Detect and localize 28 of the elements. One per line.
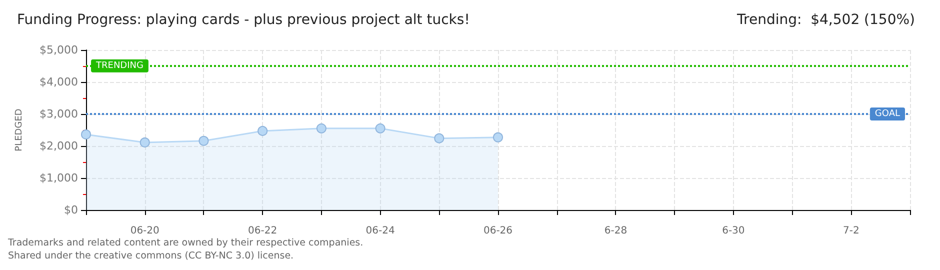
point xyxy=(258,126,268,136)
point xyxy=(140,137,150,148)
y-tick-label: $2,000 xyxy=(40,140,78,152)
point xyxy=(316,123,326,134)
chart-title: Funding Progress: playing cards - plus previous project alt tucks! xyxy=(17,12,470,28)
y-axis-title: PLEDGED xyxy=(14,108,24,152)
y-tick-label: $5,000 xyxy=(40,44,78,56)
point xyxy=(434,133,444,144)
x-tick-label: 06-22 xyxy=(248,226,278,236)
text: Shared under the creative commons (CC BY-NC 3.0) license. xyxy=(8,250,294,262)
text: Trademarks and related content are owned by their respective companies. xyxy=(7,238,364,248)
chart-subtitle: Trending: $4,502 (150%) xyxy=(736,12,915,28)
x-tick-label: 7-2 xyxy=(842,226,860,236)
x-tick-label: 06-20 xyxy=(130,226,160,236)
ref-line-label: TRENDING xyxy=(95,60,144,71)
y-tick-label: $3,000 xyxy=(40,108,78,120)
point xyxy=(493,132,503,142)
point xyxy=(198,136,209,146)
y-tick-label: $1,000 xyxy=(40,172,78,184)
x-tick-label: 06-24 xyxy=(366,226,395,236)
x-tick-label: 6-28 xyxy=(604,226,628,236)
x-tick-label: 06-26 xyxy=(483,226,513,236)
y-tick-label: $4,000 xyxy=(40,76,78,88)
point xyxy=(375,123,386,134)
ref-line-label: GOAL xyxy=(874,109,900,119)
x-tick-label: 6-30 xyxy=(722,226,745,236)
y-tick-label: $0 xyxy=(64,204,78,216)
point xyxy=(81,129,91,140)
